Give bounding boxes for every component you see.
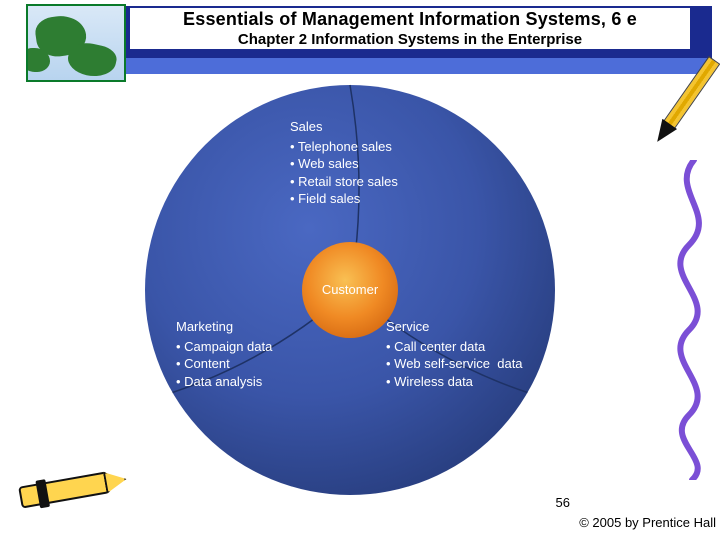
segment-marketing: Marketing • Campaign data• Content• Data … bbox=[176, 318, 272, 390]
segment-item: • Retail store sales bbox=[290, 173, 398, 191]
segment-item: • Web sales bbox=[290, 155, 398, 173]
segment-title: Sales bbox=[290, 118, 398, 136]
crayon-icon bbox=[5, 448, 135, 538]
segment-title: Marketing bbox=[176, 318, 272, 336]
segment-title: Service bbox=[386, 318, 523, 336]
segment-item: • Web self-service data bbox=[386, 355, 523, 373]
crm-pie-diagram: Customer Sales • Telephone sales• Web sal… bbox=[130, 70, 570, 510]
segment-item: • Telephone sales bbox=[290, 138, 398, 156]
segment-sales: Sales • Telephone sales• Web sales• Retai… bbox=[290, 118, 398, 208]
segment-item: • Campaign data bbox=[176, 338, 272, 356]
segment-item: • Field sales bbox=[290, 190, 398, 208]
page-number: 56 bbox=[556, 495, 570, 510]
segment-service: Service • Call center data• Web self-serv… bbox=[386, 318, 523, 390]
chapter-subtitle: Chapter 2 Information Systems in the Ent… bbox=[130, 30, 690, 49]
page-title: Essentials of Management Information Sys… bbox=[130, 8, 690, 31]
center-label: Customer bbox=[305, 282, 395, 297]
copyright: © 2005 by Prentice Hall bbox=[579, 515, 716, 530]
segment-item: • Wireless data bbox=[386, 373, 523, 391]
globe-logo bbox=[26, 4, 126, 82]
segment-item: • Data analysis bbox=[176, 373, 272, 391]
segment-item: • Call center data bbox=[386, 338, 523, 356]
squiggle-icon bbox=[664, 160, 714, 480]
segment-item: • Content bbox=[176, 355, 272, 373]
